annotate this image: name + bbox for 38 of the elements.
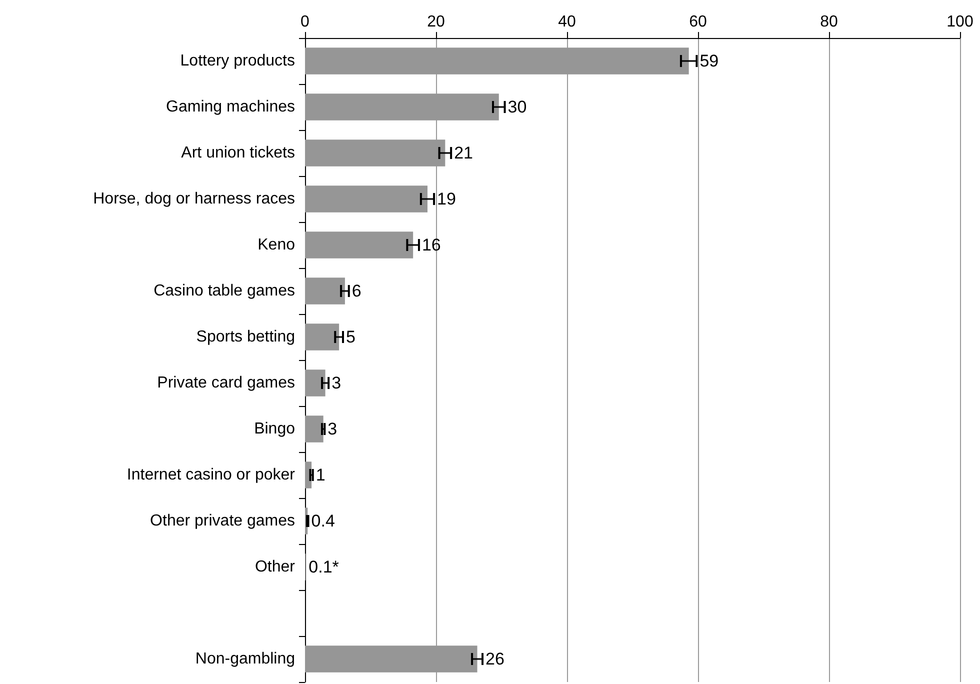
data-label: 16 [422, 236, 441, 254]
data-label: 1 [316, 466, 326, 484]
y-tick-label: Keno [258, 236, 296, 254]
y-tick-label: Bingo [254, 420, 296, 438]
data-label: 5 [346, 328, 356, 346]
y-tick-label: Gaming machines [166, 98, 295, 116]
x-tick-label: 0 [300, 14, 310, 30]
y-tick-label: Other [254, 558, 296, 576]
y-tick-label: Other private games [150, 512, 295, 530]
data-label: 26 [486, 650, 504, 668]
bar [305, 370, 326, 396]
y-tick-label: Private card games [157, 374, 295, 392]
bar [305, 324, 340, 350]
x-tick-label: 100 [946, 14, 974, 30]
x-tick-label: 80 [820, 14, 838, 30]
data-label: 3 [332, 374, 342, 392]
data-label: 19 [437, 190, 456, 208]
data-label: 30 [508, 98, 527, 116]
y-tick-label: Non-gambling [195, 650, 295, 668]
data-label: 0.1* [308, 558, 340, 576]
bar [305, 186, 428, 212]
x-tick-label: 60 [689, 14, 707, 30]
y-tick-label: Art union tickets [181, 144, 295, 162]
bar [305, 232, 414, 258]
data-label: 59 [700, 52, 719, 70]
y-tick-label: Casino table games [154, 282, 295, 300]
x-tick-label: 40 [558, 14, 576, 30]
data-label: 0.4 [311, 512, 335, 530]
y-tick-label: Sports betting [196, 328, 295, 346]
bar [305, 416, 324, 442]
data-label: 21 [454, 144, 473, 162]
bar [305, 278, 345, 304]
data-label: 6 [352, 282, 362, 300]
y-tick-label: Lottery products [180, 52, 295, 70]
y-tick-label: Horse, dog or harness races [93, 190, 295, 208]
x-tick-label: 20 [427, 14, 445, 30]
data-label: 3 [328, 420, 338, 438]
y-tick-label: Internet casino or poker [126, 466, 296, 484]
